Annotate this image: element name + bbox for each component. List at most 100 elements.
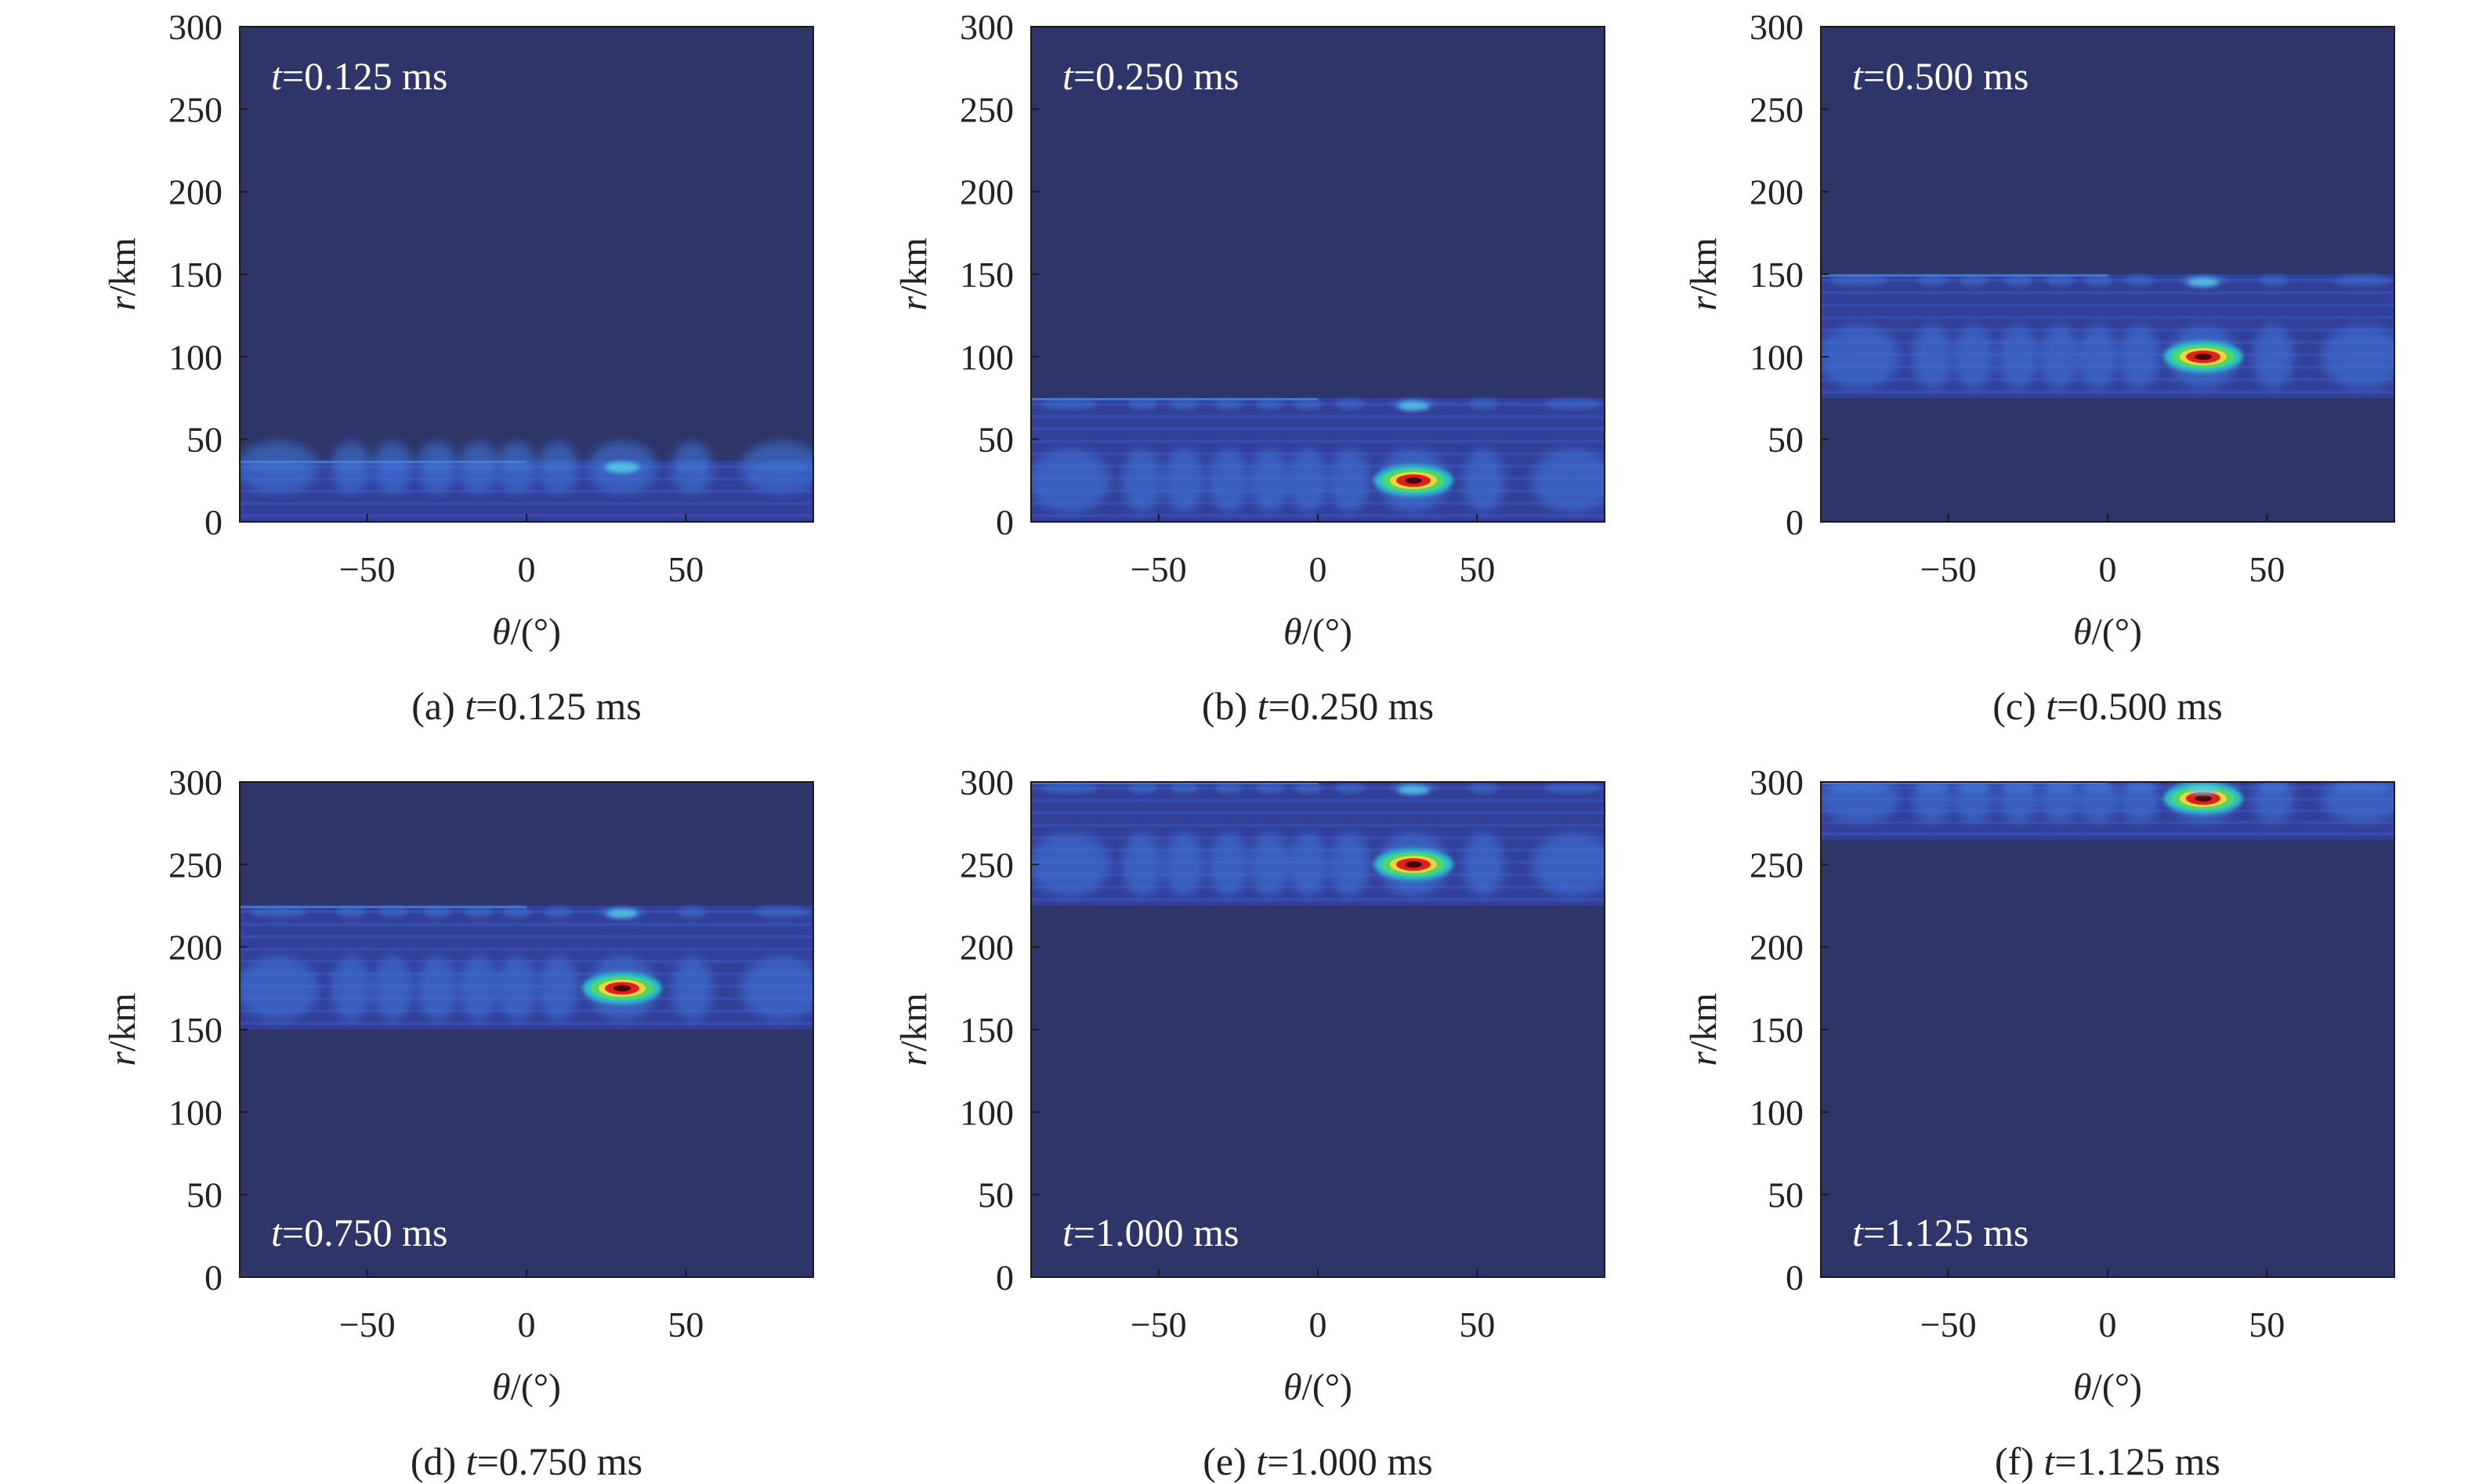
sidelobe-blob [2045, 783, 2075, 794]
y-tick-label: 300 [1750, 762, 1804, 802]
annotation-var: t [1062, 1211, 1074, 1254]
heat-layer [1821, 782, 2394, 840]
x-axis-label: θ/(°) [2073, 1366, 2142, 1408]
band-stripe [240, 501, 813, 505]
sidelobe-blob [1469, 783, 1498, 794]
sidelobe-blob [1128, 399, 1157, 410]
plot-area [240, 27, 813, 522]
peak-echo [2188, 277, 2219, 287]
x-axis-label: θ/(°) [492, 1366, 561, 1408]
x-tick-label: 0 [518, 549, 536, 589]
x-tick-label: 0 [1309, 549, 1327, 589]
annotation-value: =0.500 ms [1863, 54, 2029, 98]
sidelobe-blob [1294, 399, 1323, 410]
sidelobe-blob [1543, 399, 1601, 410]
sidelobe-blob [2333, 275, 2391, 286]
y-axis-unit: /km [893, 993, 935, 1051]
sidelobe-blob [1214, 399, 1243, 410]
band-stripe [240, 1022, 813, 1026]
y-tick-label: 150 [1750, 1010, 1804, 1050]
band-stripe [1031, 440, 1605, 443]
caption-var: t [465, 684, 476, 728]
y-tick-label: 0 [204, 502, 223, 542]
heat-layer [1821, 274, 2394, 398]
sidelobe-blob [2119, 782, 2160, 823]
sidelobe-blob [249, 907, 307, 918]
caption-value: =0.750 ms [477, 1439, 643, 1483]
plot-area [1821, 782, 2394, 1277]
sidelobe-blob [2083, 275, 2112, 286]
x-tick-label: 50 [668, 549, 704, 589]
y-tick-label: 0 [1786, 502, 1804, 542]
sidelobe-blob [1329, 449, 1370, 512]
sidelobe-blob [240, 957, 319, 1020]
band-stripe [1821, 832, 2394, 836]
sidelobe-blob [422, 907, 452, 918]
caption-var: t [2043, 1439, 2055, 1483]
x-axis-label: θ/(°) [2073, 611, 2142, 653]
caption-var: t [1256, 1439, 1268, 1483]
sidelobe-blob [752, 907, 810, 918]
annotation-var: t [1852, 54, 1864, 98]
band-stripe [1821, 390, 2394, 394]
sidelobe-blob [1040, 783, 1098, 794]
y-tick-label: 0 [996, 502, 1014, 542]
band-stripe [1031, 811, 1605, 815]
caption-var: t [2046, 684, 2057, 728]
annotation-value: =0.250 ms [1073, 54, 1239, 98]
annotation-value: =0.125 ms [282, 54, 448, 98]
band-edge [1031, 398, 1318, 400]
band-stripe [1031, 823, 1605, 827]
sidelobe-blob [464, 461, 494, 473]
sidelobe-blob [1830, 783, 1888, 794]
sidelobe-blob [2003, 275, 2033, 286]
y-tick-label: 200 [1750, 172, 1804, 212]
panel-caption: (e) t=1.000 ms [1203, 1439, 1432, 1483]
sidelobe-blob [752, 461, 810, 473]
sidelobe-blob [2125, 783, 2154, 794]
sidelobe-blob [496, 957, 537, 1020]
sidelobe-blob [678, 907, 707, 918]
sidelobe-blob [502, 907, 531, 918]
panel-caption: (b) t=0.250 ms [1202, 684, 1434, 728]
y-axis-label: r/km [102, 237, 143, 310]
annotation-var: t [271, 54, 283, 98]
x-tick-label: 50 [2249, 549, 2285, 589]
caption-var: t [466, 1439, 478, 1483]
peak-marker [605, 461, 639, 473]
sidelobe-blob [1912, 782, 1953, 823]
x-tick-label: 0 [2099, 549, 2117, 589]
y-tick-label: 300 [960, 7, 1014, 47]
y-axis-label-group: r/km [1683, 237, 1724, 310]
caption-prefix: (a) [411, 684, 465, 728]
sidelobe-blob [2259, 783, 2288, 794]
sidelobe-blob [417, 957, 458, 1020]
caption-value: =0.250 ms [1268, 684, 1435, 728]
y-tick-label: 300 [1750, 7, 1804, 47]
sidelobe-blob [1469, 399, 1498, 410]
x-axis-var: θ [492, 1366, 511, 1408]
caption-value: =1.000 ms [1267, 1439, 1433, 1483]
x-axis-unit: /(°) [1302, 1366, 1353, 1408]
band-stripe [1031, 898, 1605, 902]
x-axis-var: θ [1283, 611, 1302, 653]
heat-layer [1031, 398, 1605, 522]
x-tick-label: −50 [1920, 1305, 1977, 1345]
x-axis-label: θ/(°) [1283, 1366, 1352, 1408]
x-axis-unit: /(°) [2092, 611, 2143, 653]
y-axis-label-group: r/km [102, 993, 143, 1066]
annotation-var: t [271, 1211, 283, 1254]
y-tick-label: 250 [960, 89, 1014, 129]
band-stripe [1821, 291, 2394, 295]
x-tick-label: 50 [668, 1305, 704, 1345]
y-tick-label: 200 [168, 172, 223, 212]
x-tick-label: 0 [2099, 1305, 2117, 1345]
caption-prefix: (e) [1203, 1439, 1256, 1483]
annotation-var: t [1852, 1211, 1864, 1254]
sidelobe-blob [464, 907, 494, 918]
y-tick-label: 250 [168, 89, 223, 129]
y-axis-label: r/km [893, 993, 935, 1066]
y-tick-label: 200 [960, 928, 1014, 968]
band-stripe [1821, 303, 2394, 307]
sidelobe-blob [678, 461, 707, 473]
